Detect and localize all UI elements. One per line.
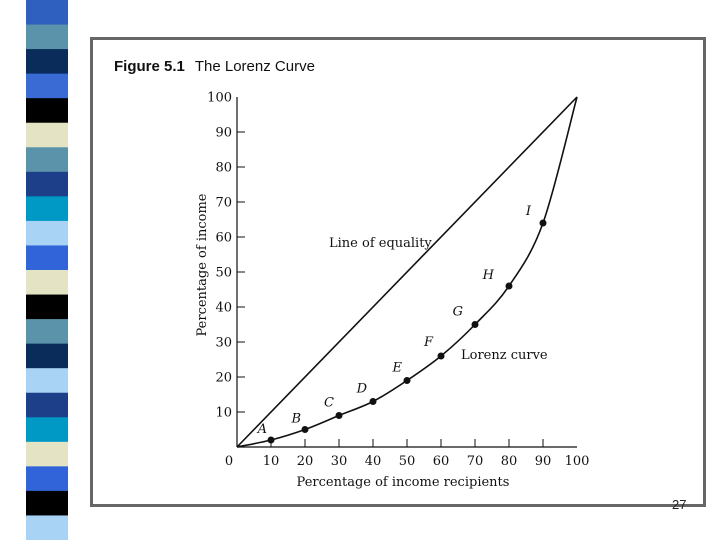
- x-tick-label: 40: [365, 454, 382, 469]
- y-tick-label: 50: [215, 266, 232, 281]
- figure-frame: [90, 37, 706, 507]
- stripe-band: [26, 147, 68, 173]
- x-axis-label: Percentage of income recipients: [297, 475, 510, 490]
- point-label: A: [257, 422, 267, 437]
- x-tick-label: 60: [433, 454, 450, 469]
- data-point: [301, 426, 309, 433]
- y-tick-label: 40: [215, 301, 232, 316]
- data-point: [369, 398, 377, 405]
- data-point: [539, 219, 547, 227]
- y-tick-label: 70: [215, 196, 232, 211]
- figure-title: Figure 5.1 The Lorenz Curve: [114, 58, 315, 75]
- stripe-band: [26, 220, 68, 246]
- stripe-band: [26, 270, 68, 296]
- stripe-band: [26, 441, 68, 467]
- stripe-band: [26, 319, 68, 345]
- x-tick-label: 100: [565, 454, 590, 469]
- lorenz-curve-label: Lorenz curve: [461, 348, 548, 363]
- x-tick-label: 0: [225, 454, 233, 469]
- stripe-band: [26, 245, 68, 271]
- stripe-band: [26, 343, 68, 369]
- y-tick-label: 10: [215, 406, 232, 421]
- x-tick-label: 30: [331, 454, 348, 469]
- x-tick-label: 50: [399, 454, 416, 469]
- x-tick-label: 70: [467, 454, 484, 469]
- stripe-band: [26, 294, 68, 320]
- data-point: [471, 321, 479, 328]
- y-tick-label: 80: [215, 161, 232, 176]
- point-label: H: [482, 268, 495, 283]
- data-point: [437, 352, 445, 360]
- point-label: I: [525, 204, 532, 219]
- slide-number: 27: [672, 497, 687, 512]
- y-tick-label: 20: [215, 371, 232, 386]
- figure-title-text: The Lorenz Curve: [194, 58, 315, 75]
- y-axis-label: Percentage of income: [195, 193, 210, 336]
- y-tick-label: 90: [215, 126, 232, 141]
- data-point: [267, 436, 275, 444]
- stripe-band: [26, 49, 68, 75]
- decorative-stripe: [26, 0, 68, 540]
- stripe-band: [26, 122, 68, 148]
- x-tick-label: 20: [297, 454, 314, 469]
- y-tick-label: 60: [215, 231, 232, 246]
- x-tick-label: 10: [263, 454, 280, 469]
- data-point: [505, 282, 513, 290]
- point-label: E: [392, 361, 403, 376]
- stripe-band: [26, 98, 68, 124]
- stripe-band: [26, 24, 68, 50]
- point-label: D: [356, 382, 368, 397]
- equality-line: [236, 96, 578, 448]
- data-point: [335, 412, 343, 419]
- point-label: G: [453, 305, 463, 320]
- stripe-band: [26, 73, 68, 99]
- stripe-band: [26, 196, 68, 222]
- figure-number: Figure 5.1: [114, 58, 185, 75]
- stripe-band: [26, 171, 68, 197]
- point-label: B: [290, 412, 301, 427]
- stripe-band: [26, 392, 68, 418]
- stripe-band: [26, 466, 68, 492]
- y-tick-label: 100: [207, 91, 232, 106]
- lorenz-curve: [236, 96, 578, 448]
- stripe-band: [26, 368, 68, 394]
- stripe-band: [26, 490, 68, 516]
- stripe-band: [26, 417, 68, 443]
- data-point: [403, 377, 411, 384]
- x-tick-label: 80: [501, 454, 518, 469]
- x-tick-label: 90: [535, 454, 552, 469]
- point-label: F: [423, 335, 434, 350]
- stripe-band: [26, 0, 68, 26]
- y-tick-label: 30: [215, 336, 232, 351]
- equality-line-label: Line of equality: [329, 236, 432, 251]
- stripe-band: [26, 515, 68, 540]
- point-label: C: [324, 396, 334, 411]
